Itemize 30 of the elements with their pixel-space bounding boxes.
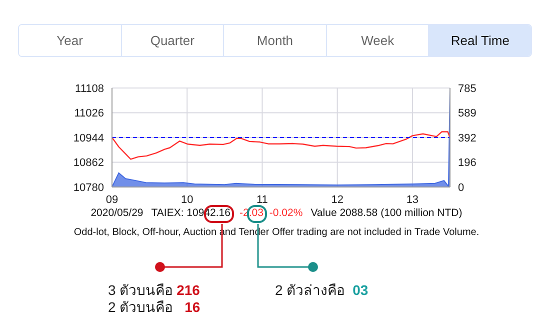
text: 2 ตัวบนคือ	[108, 299, 173, 315]
text: 2020/05/29	[90, 207, 144, 219]
x-tick-label: 12	[331, 194, 344, 206]
text: 16	[184, 299, 200, 315]
y2-tick-label: 785	[458, 82, 476, 95]
text: -0.02%	[269, 207, 303, 219]
x-tick-label: 09	[106, 194, 118, 206]
text: Week	[326, 25, 428, 56]
text: Quarter	[120, 25, 224, 56]
y2-tick-label: 589	[458, 108, 476, 120]
y2-tick-label: 196	[458, 157, 476, 170]
x-tick-label: 13	[406, 194, 419, 206]
x-tick-label: 11	[256, 194, 268, 206]
text: 2 ตัวล่างคือ	[275, 282, 345, 298]
y-tick-label: 10944	[73, 132, 104, 144]
line-series	[112, 131, 450, 160]
y-tick-label: 10780	[73, 182, 104, 194]
text: 03	[352, 282, 368, 298]
text: 3 ตัวบนคือ	[108, 282, 173, 298]
text: Real Time	[428, 25, 531, 56]
y-tick-label: 10862	[73, 157, 104, 170]
y2-tick-label: 392	[458, 132, 476, 144]
y2-tick-label: 0	[458, 182, 464, 194]
x-tick-label: 10	[180, 194, 194, 206]
y-tick-label: 11026	[74, 108, 104, 120]
y-tick-label: 11108	[75, 82, 104, 95]
text: 216	[176, 282, 200, 298]
text: Month	[223, 25, 326, 56]
text: Year	[19, 25, 121, 56]
text: Value 2088.58 (100 million NTD)	[310, 207, 462, 219]
